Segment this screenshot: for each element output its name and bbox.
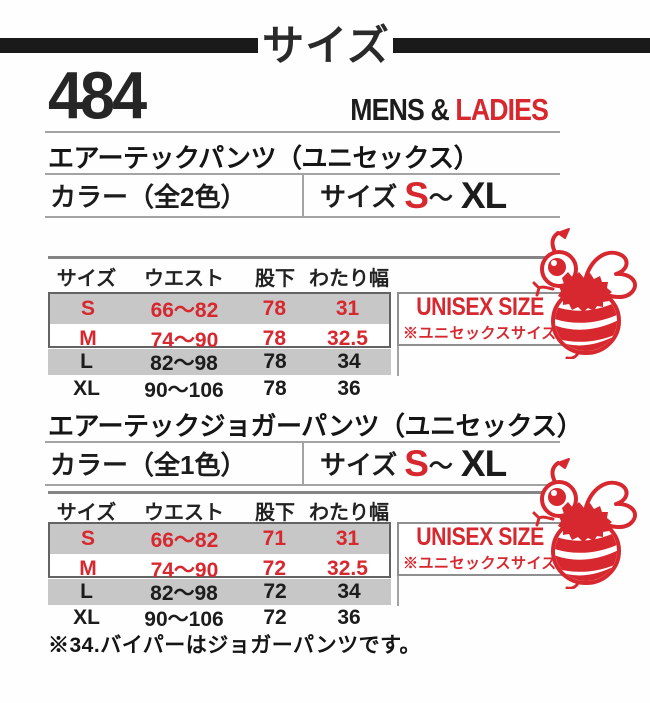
table2-header-waist: ウエスト [144,501,224,524]
cell-waist: 74～90 [150,329,219,352]
section2-unisex-callout: UNISEX SIZE ※ユニセックスサイズ [397,522,563,576]
cell-thigh: 32.5 [327,327,368,350]
size-word: サイズ [320,182,398,212]
cell-size: L [80,350,93,373]
table1-unisex-rows-box: S 66～82 78 31 M 74～90 78 32.5 [48,292,391,352]
bee-mascot-icon [532,458,637,589]
title-bar-right [393,38,650,53]
cell-waist: 90～106 [144,379,224,402]
cell-inseam: 72 [262,557,287,580]
size-end: XL [460,442,507,484]
divider-vertical [397,346,399,376]
unisex-size-label: UNISEX SIZE [416,293,544,321]
size-end: XL [460,174,507,216]
table1-top-rule [48,256,560,259]
table2-unisex-rows-box: S 66～82 71 31 M 74～90 72 32.5 [48,522,391,582]
cell-waist: 74～90 [150,559,219,582]
cell-thigh: 32.5 [327,557,368,580]
cell-waist: 82～98 [150,582,218,605]
cell-thigh: 34 [337,350,361,373]
cell-inseam: 78 [262,327,287,350]
table2-header-size: サイズ [56,501,117,524]
divider-vertical [302,175,304,217]
size-tilde: ～ [428,185,453,212]
bee-mascot-icon [532,228,637,359]
cell-inseam: 78 [262,297,287,320]
table2-header-inseam: 股下 [255,501,295,524]
table-row: L 82～98 72 34 [48,579,391,605]
title-bar-left [0,38,258,53]
cell-size: S [81,297,96,320]
cell-thigh: 31 [335,527,360,550]
audience-label: MENS & LADIES [326,92,549,128]
table2-header-thigh: わたり幅 [309,501,389,524]
table1-header-inseam: 股下 [255,267,295,290]
unisex-size-label: UNISEX SIZE [416,523,544,551]
unisex-size-sublabel: ※ユニセックスサイズ [402,555,558,572]
cell-thigh: 34 [337,580,361,603]
cell-size: XL [73,377,100,400]
divider [45,131,560,133]
cell-size: L [80,580,93,603]
table-row: L 82～98 78 34 [48,349,391,375]
cell-waist: 90～106 [144,608,224,631]
table-row: S 66～82 78 31 [50,294,389,324]
divider-vertical [302,443,304,485]
table1-header-thigh: わたり幅 [309,267,389,290]
table2-top-rule [48,491,560,494]
audience-mens: MENS & [350,92,456,127]
cell-waist: 66～82 [150,299,219,322]
cell-inseam: 78 [263,377,287,400]
divider [45,173,560,175]
cell-waist: 82～98 [150,352,218,375]
cell-inseam: 72 [263,580,287,603]
table-row: XL 90～106 78 36 [48,377,391,402]
size-start: S [404,174,429,216]
table1-header-waist: ウエスト [144,267,224,290]
divider [45,484,560,486]
size-start: S [404,442,429,484]
cell-size: S [81,527,96,550]
table-row: S 66～82 71 31 [50,524,389,554]
table-row: M 74～90 72 32.5 [50,554,389,584]
divider [45,441,560,443]
cell-waist: 66～82 [150,529,219,552]
section1-unisex-callout: UNISEX SIZE ※ユニセックスサイズ [397,292,563,346]
cell-inseam: 71 [262,527,287,550]
table1-header-size: サイズ [56,267,117,290]
size-tilde: ～ [428,453,453,480]
section2-product-title: エアーテックジョガーパンツ（ユニセックス） [48,411,583,441]
unisex-size-sublabel: ※ユニセックスサイズ [402,325,558,342]
section2-size-range: サイズ S ～ XL [320,442,507,485]
page-title: サイズ [262,22,390,69]
footnote: ※34.バイパーはジョガーパンツです。 [48,634,422,657]
section1-size-range: サイズ S ～ XL [320,174,507,217]
divider-vertical [397,576,399,606]
section2-color-label: カラー（全1色） [50,450,247,480]
section1-color-label: カラー（全2色） [50,182,247,212]
cell-thigh: 31 [335,297,360,320]
cell-thigh: 36 [337,377,361,400]
cell-size: M [79,327,97,350]
cell-size: XL [73,606,100,629]
cell-inseam: 78 [263,350,287,373]
table2-header-row: サイズ ウエスト 股下 わたり幅 [48,495,391,525]
table-row: M 74～90 78 32.5 [50,324,389,354]
product-number: 484 [48,59,147,134]
divider [45,216,560,218]
table-row: XL 90～106 72 36 [48,606,391,631]
cell-thigh: 36 [337,606,361,629]
table1-header-row: サイズ ウエスト 股下 わたり幅 [48,261,391,291]
cell-size: M [79,557,97,580]
audience-ladies: LADIES [455,92,548,127]
size-word: サイズ [320,450,398,480]
section1-product-title: エアーテックパンツ（ユニセックス） [48,143,480,173]
cell-inseam: 72 [263,606,287,629]
